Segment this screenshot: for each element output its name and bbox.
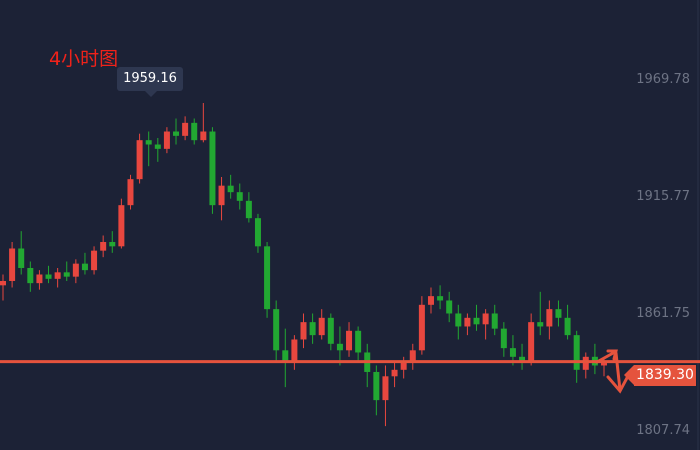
candle-body	[9, 248, 16, 281]
candle-body	[245, 200, 252, 219]
candle-body	[564, 317, 571, 336]
y-tick-label: 1915.77	[636, 189, 690, 204]
candle-body	[264, 246, 271, 310]
last-price-label: 1839.30	[624, 364, 696, 386]
candle-body	[191, 122, 198, 141]
candle-body	[209, 131, 216, 206]
candle-body	[382, 376, 389, 401]
candle-body	[455, 313, 462, 327]
candle-body	[336, 343, 343, 351]
candle-body	[63, 272, 70, 277]
candle-body	[291, 339, 298, 362]
candle-body	[555, 309, 562, 318]
candle-body	[163, 131, 170, 149]
candle-body	[109, 241, 116, 247]
candle-body	[236, 192, 243, 201]
candle-body	[391, 369, 398, 377]
candle-body	[473, 317, 480, 325]
candle-body	[573, 335, 580, 370]
candle-body	[519, 356, 526, 362]
candle-body	[81, 263, 88, 271]
chart-title: 4小时图	[49, 48, 119, 70]
candle-body	[491, 313, 498, 329]
candle-body	[500, 328, 507, 349]
high-price-tooltip: 1959.16	[117, 67, 183, 97]
y-tick-label: 1969.78	[636, 72, 690, 87]
candle-body	[45, 274, 52, 279]
arrow-annotation-icon	[595, 349, 630, 394]
y-tick-label: 1861.75	[636, 306, 690, 322]
candle-body	[18, 248, 25, 268]
candle-body	[437, 296, 444, 301]
candle-body	[282, 350, 289, 362]
candle-body	[327, 317, 334, 344]
candle-body	[127, 179, 134, 206]
candle-body	[136, 140, 143, 180]
candle-body	[373, 371, 380, 401]
candle-body	[546, 309, 553, 327]
candle-body	[509, 348, 516, 357]
candle-body	[418, 304, 425, 351]
candle-body	[537, 322, 544, 327]
candle-body	[318, 317, 325, 336]
candle-body	[36, 274, 43, 284]
candle-body	[409, 350, 416, 362]
candle-body	[582, 356, 589, 370]
candle-body	[528, 322, 535, 362]
candle-body	[400, 361, 407, 370]
candle-body	[601, 362, 607, 366]
candle-body	[154, 144, 161, 149]
candle-body	[309, 322, 316, 336]
candle-body	[100, 241, 107, 251]
candle-body	[27, 267, 34, 284]
candle-body	[482, 313, 489, 325]
candle-body	[427, 296, 434, 305]
candle-body	[446, 300, 453, 314]
candle-body	[254, 218, 261, 247]
candle-body	[273, 309, 280, 351]
candle-body	[145, 140, 152, 145]
candle-body	[464, 317, 471, 327]
candle-body	[54, 272, 61, 279]
candle-body	[0, 280, 6, 286]
candle-body	[300, 322, 307, 340]
candle-body	[118, 205, 125, 247]
candle-body	[200, 131, 207, 141]
candle-body	[346, 330, 353, 351]
candle-body	[227, 185, 234, 193]
candle-body	[72, 263, 79, 277]
candle-body	[91, 250, 98, 271]
candle-body	[182, 122, 189, 136]
candle-body	[173, 131, 180, 136]
candle-body	[218, 185, 225, 206]
candle-body	[355, 330, 362, 353]
y-tick-label: 1807.74	[636, 423, 690, 439]
